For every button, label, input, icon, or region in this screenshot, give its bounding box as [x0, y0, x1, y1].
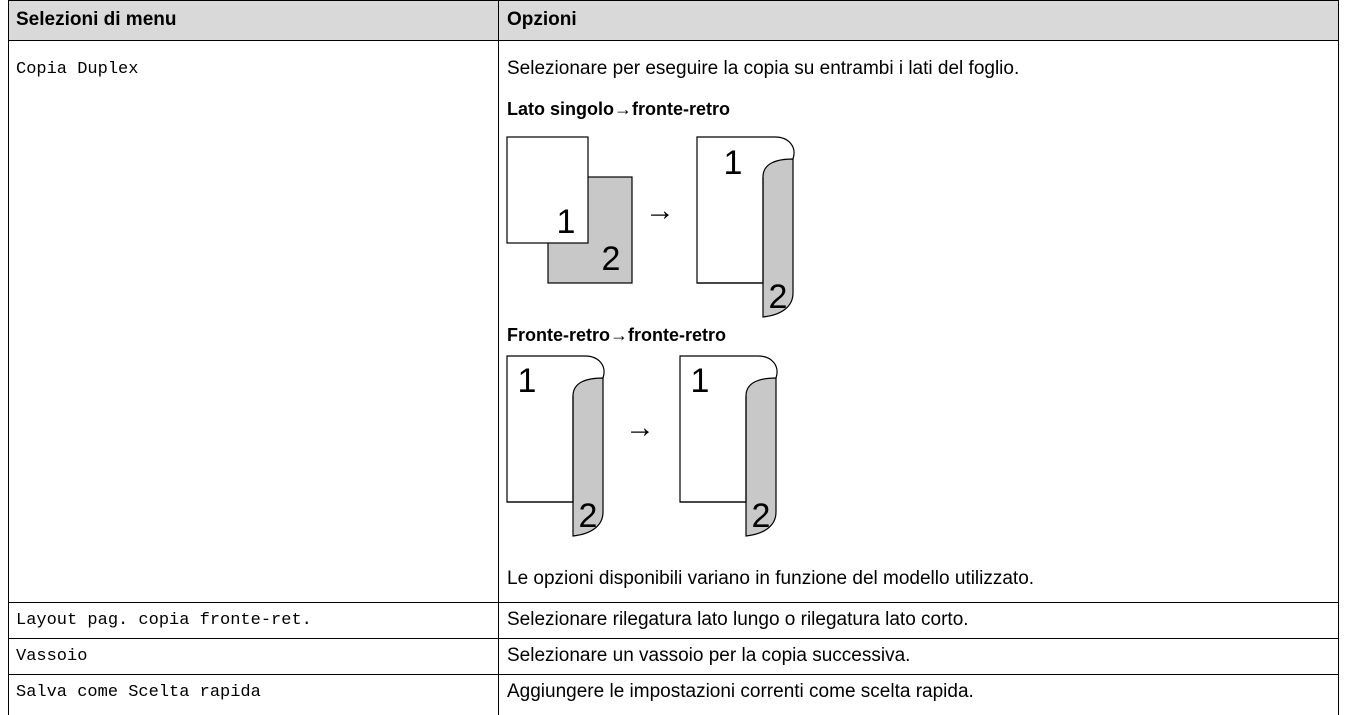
- border: [8, 602, 1339, 603]
- border: [8, 638, 1339, 639]
- header: Selezioni di menu: [16, 9, 177, 30]
- page-number: 2: [602, 240, 621, 278]
- header-bg: [8, 0, 1339, 40]
- border: [8, 674, 1339, 675]
- border: [498, 0, 499, 715]
- border: [8, 0, 1339, 1]
- border: [8, 0, 9, 715]
- page-shape: [506, 136, 589, 244]
- figure-title: Lato singolo→fronte-retro: [507, 99, 730, 119]
- description: Aggiungere le impostazioni correnti come…: [507, 681, 974, 702]
- border: [1338, 0, 1339, 715]
- description: Selezionare rilegatura lato lungo o rile…: [507, 609, 969, 630]
- figure-title: Fronte-retro→fronte-retro: [507, 325, 726, 345]
- page-number: 2: [579, 497, 598, 535]
- arrow: →: [645, 194, 675, 227]
- menu-item: Layout pag. copia fronte-ret.: [16, 611, 312, 630]
- page-number: 1: [691, 362, 710, 400]
- border: [8, 40, 1339, 41]
- description: Selezionare per eseguire la copia su ent…: [507, 58, 1020, 79]
- description: Selezionare un vassoio per la copia succ…: [507, 645, 911, 666]
- page-number: 2: [769, 278, 788, 316]
- page-number: 2: [752, 497, 771, 535]
- header: Opzioni: [507, 9, 577, 30]
- menu-item: Salva come Scelta rapida: [16, 683, 261, 702]
- menu-item: Copia Duplex: [16, 60, 139, 79]
- page-number: 1: [518, 362, 537, 400]
- page-number: 1: [724, 144, 743, 182]
- menu-item: Vassoio: [16, 647, 88, 666]
- arrow: →: [625, 411, 655, 444]
- page-number: 1: [557, 203, 576, 241]
- note: Le opzioni disponibili variano in funzio…: [507, 568, 1035, 589]
